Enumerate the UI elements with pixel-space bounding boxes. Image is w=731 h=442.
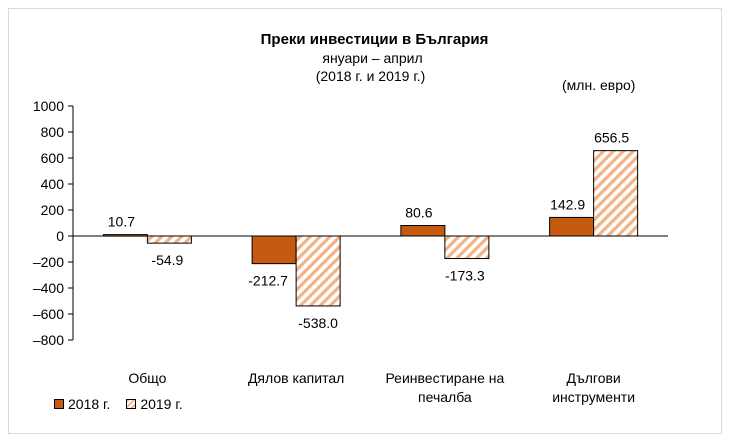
legend-label-2018: 2018 г. [68,396,111,412]
data-label: -212.7 [248,273,288,289]
category-label: Общо [128,370,166,386]
category-label: инструменти [552,389,635,405]
y-tick-label: 1000 [33,98,64,114]
data-label: 10.7 [108,214,135,230]
bar-2018-3 [549,216,595,237]
bar-2018-1 [251,235,297,265]
data-label: -54.9 [151,252,183,268]
bar-2018-2 [400,225,446,237]
chart-frame [8,8,722,434]
bar-2019-3 [593,150,639,237]
bar-2019-2 [444,235,490,260]
legend-swatch-2018 [54,399,64,409]
legend-swatch-2019 [126,399,137,409]
data-label: 142.9 [550,196,585,212]
y-tick-label: 0 [56,228,64,244]
legend-label-2019: 2019 г. [140,396,183,412]
legend: 2018 г. 2019 г. [54,396,199,412]
bar-2019-0 [146,235,192,244]
y-tick-label: –800 [33,332,64,348]
category-label: печалба [418,389,472,405]
bar-2018-0 [102,234,148,237]
category-label: Реинвестиране на [385,370,504,386]
y-tick-label: 200 [41,202,65,218]
y-tick-label: 400 [41,176,65,192]
y-tick-label: –200 [33,254,64,270]
legend-item-2019: 2019 г. [126,396,183,412]
y-tick-label: 800 [41,124,65,140]
data-label: 80.6 [405,205,432,221]
y-tick-label: –400 [33,280,64,296]
y-tick-label: –600 [33,306,64,322]
bar-2019-1 [295,235,341,307]
y-tick-label: 600 [41,150,65,166]
category-label: Дялов капитал [248,370,344,386]
data-label: 656.5 [594,130,629,146]
data-label: -538.0 [298,315,338,331]
units-label: (млн. евро) [562,77,636,93]
category-label: Дългови [567,370,621,386]
data-label: -173.3 [445,268,485,284]
legend-item-2018: 2018 г. [54,396,110,412]
